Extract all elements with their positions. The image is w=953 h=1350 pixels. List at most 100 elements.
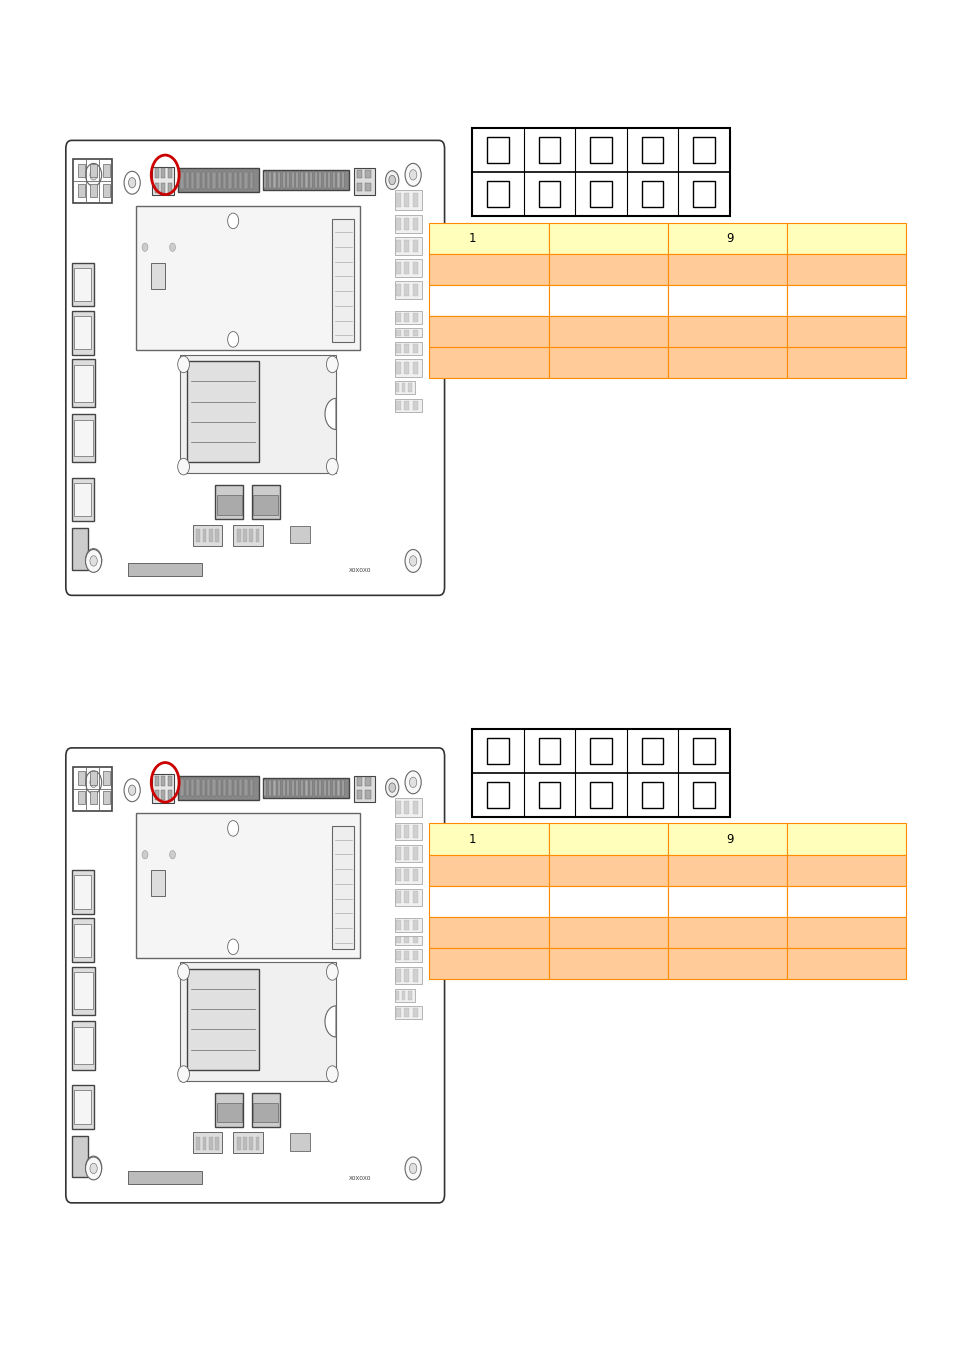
Bar [429, 223, 548, 254]
Circle shape [177, 964, 190, 980]
Bar [103, 771, 110, 784]
Bar [786, 855, 905, 886]
Bar [786, 948, 905, 979]
Bar [154, 776, 158, 786]
Bar [413, 193, 417, 207]
Bar [395, 949, 422, 963]
Bar [538, 782, 559, 807]
Bar [404, 937, 409, 944]
Bar [290, 526, 310, 544]
Bar [429, 254, 548, 285]
Bar [395, 936, 422, 945]
Bar [250, 779, 253, 796]
Bar [196, 529, 200, 543]
Bar [365, 170, 371, 178]
Bar [395, 284, 400, 296]
Bar [404, 869, 409, 882]
Bar [255, 1137, 259, 1150]
Bar [395, 950, 400, 960]
Bar [365, 791, 371, 799]
Circle shape [86, 549, 102, 572]
Bar [404, 284, 409, 296]
Bar [429, 886, 548, 917]
Circle shape [326, 964, 338, 980]
Bar [74, 923, 91, 957]
Bar [404, 801, 409, 814]
Bar [239, 171, 242, 189]
Bar [395, 798, 422, 817]
Circle shape [90, 170, 97, 180]
Bar [395, 988, 415, 1002]
Bar [408, 991, 411, 1000]
Bar [180, 963, 335, 1080]
Bar [191, 779, 194, 796]
Bar [269, 780, 271, 795]
Bar [404, 921, 409, 930]
Bar [249, 529, 253, 543]
Bar [404, 848, 409, 860]
Bar [91, 771, 97, 784]
Bar [71, 918, 93, 963]
Circle shape [228, 821, 238, 836]
Circle shape [405, 163, 421, 186]
Bar [429, 917, 548, 948]
Circle shape [177, 1065, 190, 1083]
Bar [693, 782, 714, 807]
Bar [429, 855, 548, 886]
Bar [395, 238, 422, 255]
Bar [667, 948, 786, 979]
Bar [292, 173, 294, 188]
Bar [429, 316, 548, 347]
Bar [408, 383, 411, 393]
Bar [413, 950, 417, 960]
Bar [413, 848, 417, 860]
Bar [395, 867, 422, 884]
Bar [168, 776, 172, 786]
Bar [332, 826, 354, 949]
Bar [413, 284, 417, 296]
Bar [395, 381, 415, 394]
Bar [223, 171, 226, 189]
Bar [214, 485, 243, 520]
Bar [135, 205, 359, 351]
Bar [217, 779, 221, 796]
Bar [404, 950, 409, 960]
Bar [243, 529, 247, 543]
Bar [404, 240, 409, 252]
Bar [404, 193, 409, 207]
Bar [290, 1133, 310, 1150]
Bar [71, 1135, 88, 1177]
Bar [264, 780, 266, 795]
Bar [244, 779, 248, 796]
Text: XOXOXO: XOXOXO [348, 568, 371, 574]
Bar [71, 869, 93, 914]
Bar [233, 525, 262, 545]
Bar [395, 215, 422, 232]
Bar [187, 969, 258, 1069]
Bar [277, 173, 280, 188]
Bar [487, 738, 508, 764]
Bar [252, 1092, 280, 1127]
Bar [786, 347, 905, 378]
Bar [395, 398, 422, 412]
Bar [786, 316, 905, 347]
Bar [395, 383, 399, 393]
Bar [305, 173, 307, 188]
Bar [413, 891, 417, 903]
Bar [548, 886, 667, 917]
Bar [538, 138, 559, 163]
Bar [186, 171, 189, 189]
Bar [129, 563, 202, 576]
Bar [641, 181, 662, 207]
Bar [413, 217, 417, 230]
Bar [354, 169, 375, 194]
Bar [168, 169, 172, 178]
Bar [71, 359, 95, 408]
Bar [337, 780, 339, 795]
Bar [74, 1091, 91, 1123]
Bar [328, 780, 330, 795]
Bar [215, 529, 218, 543]
Circle shape [405, 549, 421, 572]
Bar [191, 171, 194, 189]
FancyBboxPatch shape [66, 748, 444, 1203]
